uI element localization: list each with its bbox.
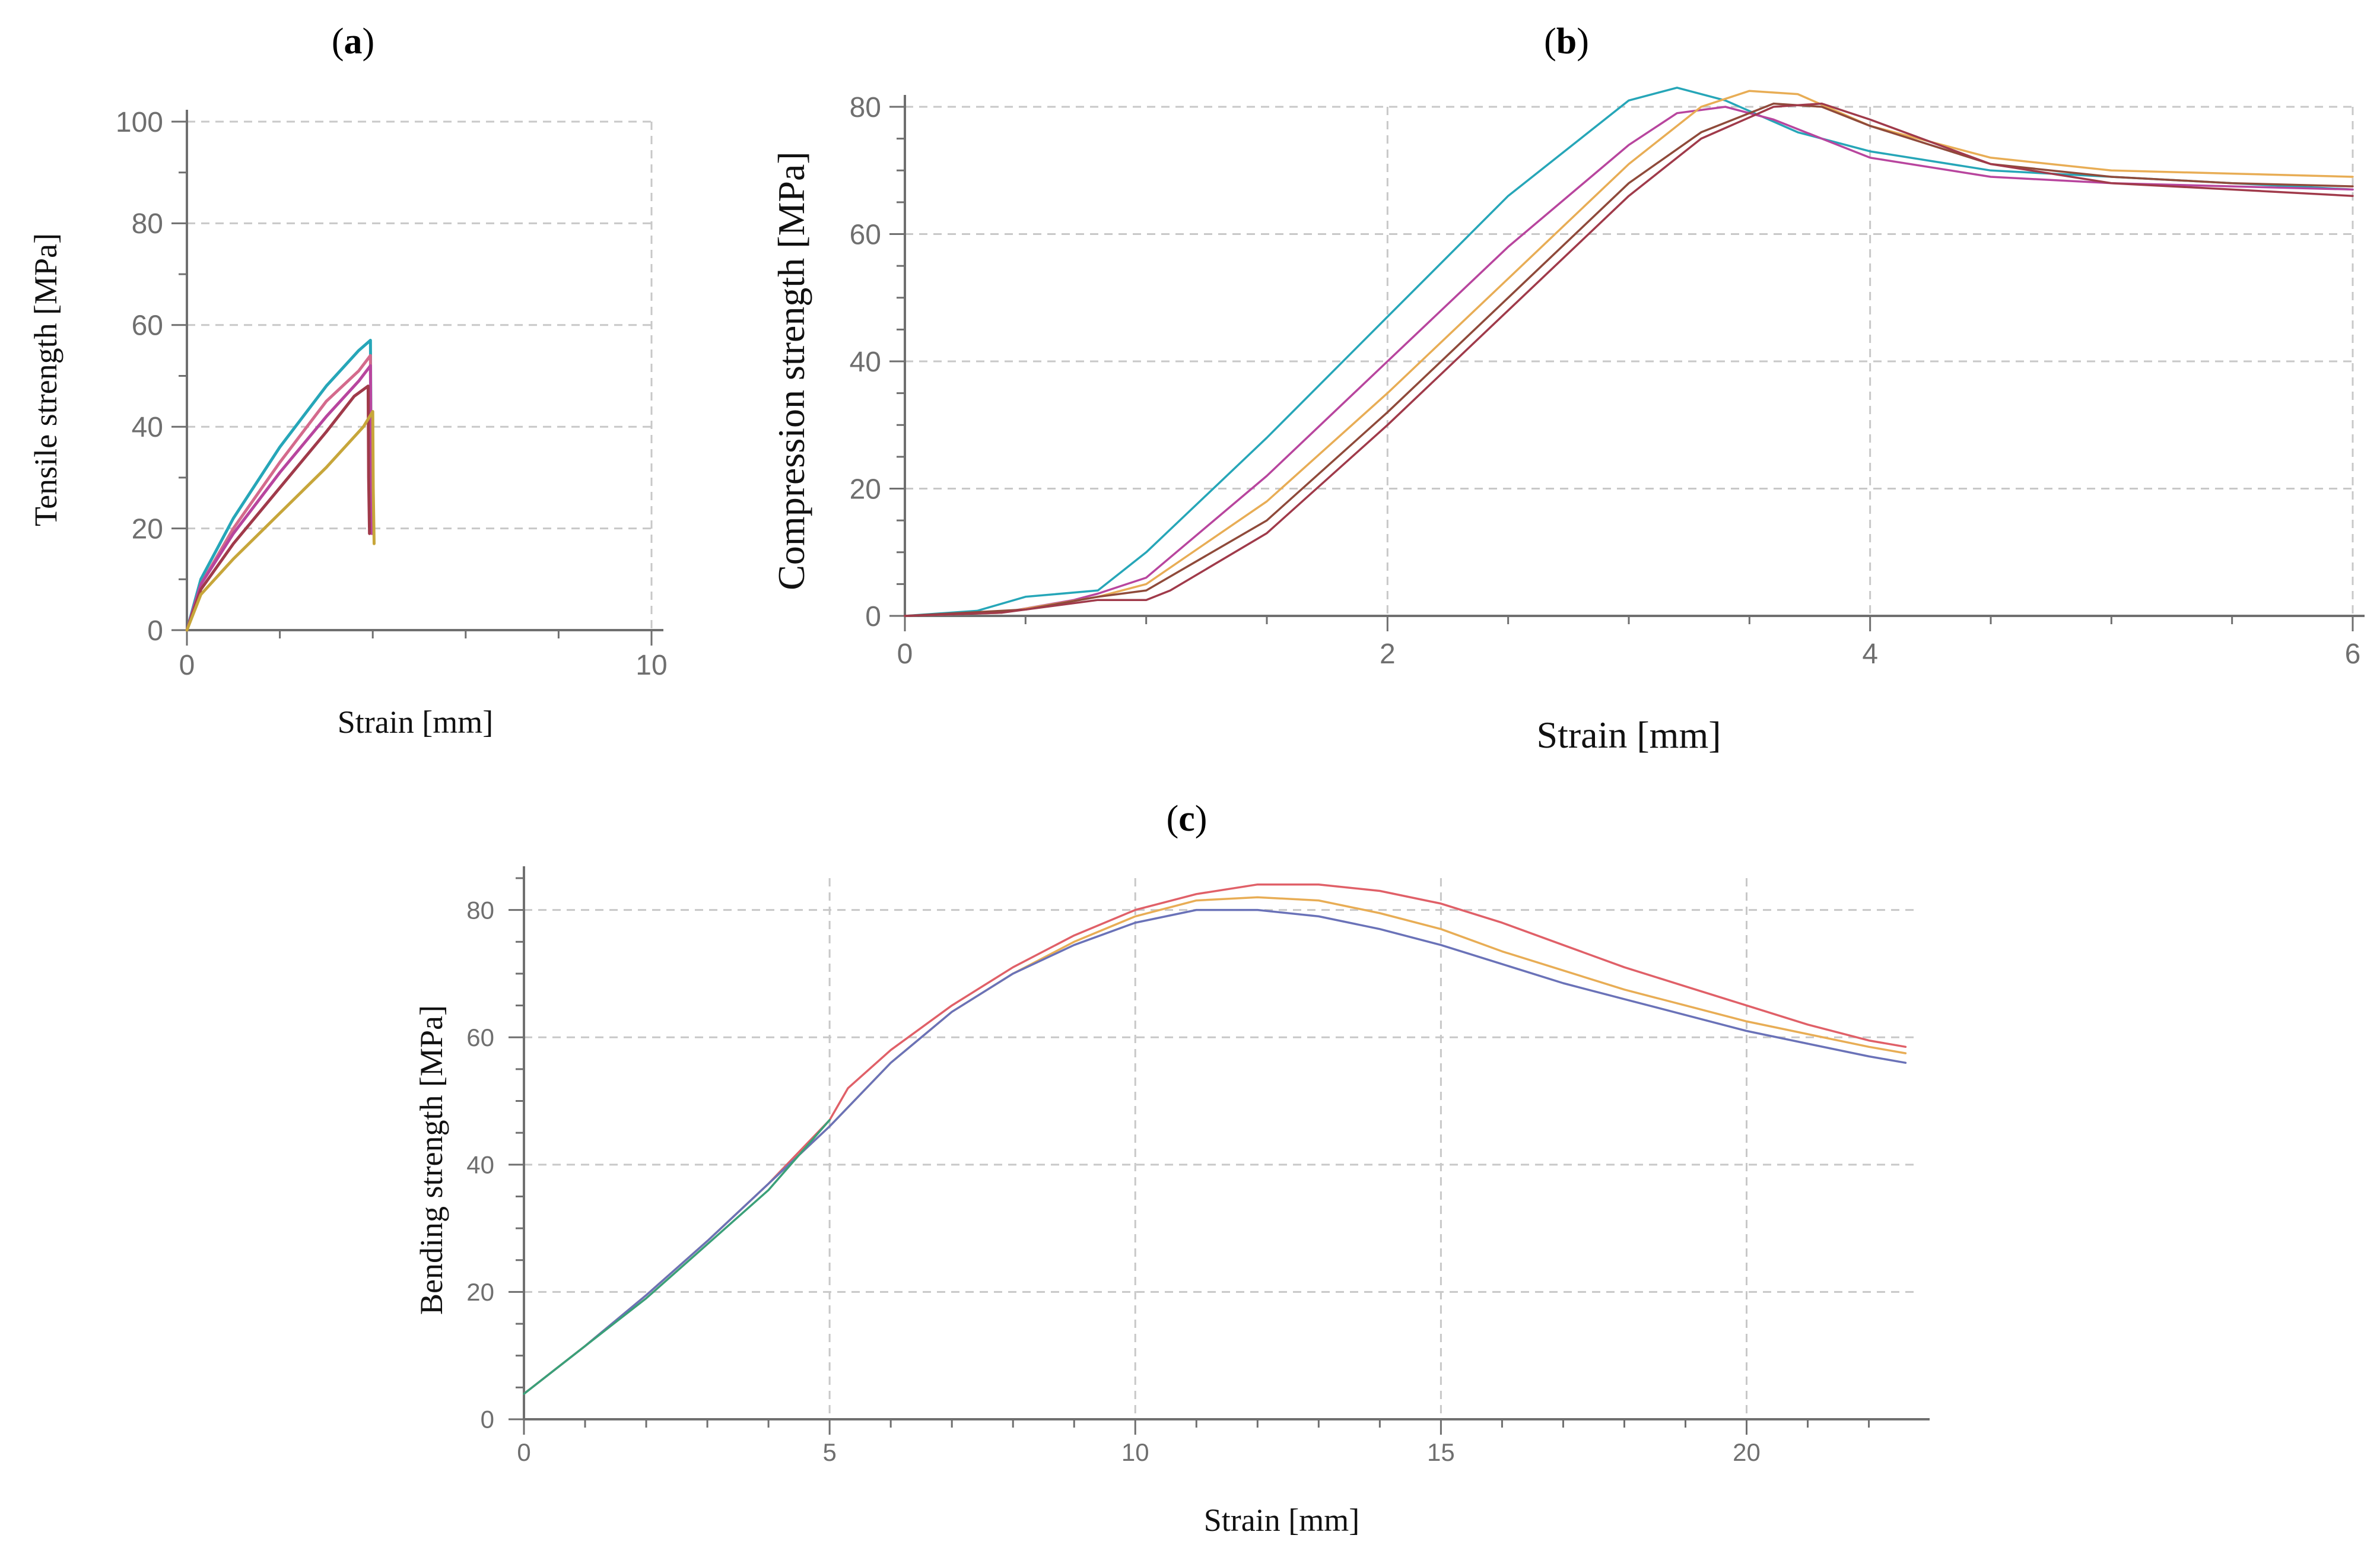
axes-a	[186, 110, 663, 631]
x-axis-label-b: Strain [mm]	[1536, 714, 1721, 756]
series-line-c-1	[523, 883, 1907, 1395]
xtick-labels-b: 0 2 4 6	[897, 638, 2361, 670]
y-tick-label-a: 100	[116, 107, 163, 138]
minor-ticks-b	[889, 106, 2354, 631]
x-tick-label-b: 2	[1380, 638, 1396, 670]
x-tick-label-b: 0	[897, 638, 913, 670]
y-tick-label-b: 20	[850, 473, 881, 505]
x-tick-label-c: 20	[1733, 1438, 1761, 1466]
series-line-a-3	[185, 364, 374, 632]
series-line-a-5	[185, 410, 376, 632]
x-tick-label-a: 10	[635, 650, 667, 681]
xtick-labels-c: 0 5 10 15 20	[517, 1438, 1761, 1466]
ytick-labels-b: 0 20 40 60 80	[850, 92, 881, 633]
chart-compression: 0 20 40 60 80 0 2 4 6 Strain [mm] Compression s…	[770, 87, 2365, 756]
grid-a	[187, 120, 653, 630]
series-line-b-5	[904, 102, 2354, 617]
axes-c	[523, 866, 1930, 1420]
y-tick-label-c: 0	[481, 1406, 494, 1434]
series-line-b-4	[904, 102, 2354, 617]
y-tick-label-c: 80	[466, 896, 494, 924]
series-line-c-4	[523, 1118, 831, 1395]
series-line-c-2	[523, 896, 1907, 1395]
series-b	[904, 87, 2354, 617]
axes-b	[904, 95, 2365, 617]
y-tick-label-c: 60	[466, 1024, 494, 1051]
grid-c	[524, 878, 1918, 1419]
x-tick-label-c: 5	[822, 1438, 836, 1466]
y-tick-label-c: 40	[466, 1151, 494, 1179]
y-tick-label-a: 60	[132, 310, 163, 342]
chart-tensile: 0 20 40 60 80 100 0 10 Strain [mm] Tensile str…	[28, 107, 668, 740]
y-tick-label-b: 80	[850, 92, 881, 123]
y-axis-label-b: Compression strength [MPa]	[770, 151, 812, 590]
series-c	[523, 883, 1907, 1395]
series-a	[185, 339, 376, 632]
y-axis-label-a: Tensile strength [MPa]	[28, 233, 63, 526]
series-line-b-2	[904, 106, 2354, 617]
y-axis-label-c: Bending strength [MPa]	[414, 1005, 449, 1315]
x-axis-label-a: Strain [mm]	[338, 704, 493, 740]
y-tick-label-b: 60	[850, 219, 881, 250]
y-tick-label-a: 40	[132, 412, 163, 443]
minor-ticks-c	[509, 877, 1870, 1435]
y-tick-label-a: 20	[132, 513, 163, 545]
xtick-labels-a: 0 10	[179, 650, 668, 681]
x-tick-label-c: 10	[1121, 1438, 1149, 1466]
y-tick-label-a: 80	[132, 208, 163, 240]
x-tick-label-a: 0	[179, 650, 195, 681]
panel-label-a: (a)	[332, 21, 374, 62]
panel-label-c: (c)	[1167, 799, 1208, 839]
x-axis-label-c: Strain [mm]	[1204, 1502, 1359, 1538]
series-line-a-4	[185, 384, 371, 632]
minor-ticks-a	[171, 120, 653, 646]
panel-label-b: (b)	[1544, 21, 1589, 62]
series-line-b-1	[904, 87, 2354, 617]
chart-bending: 0 20 40 60 80 0 5 10 15 20 Strain [mm] Bending s…	[414, 866, 1930, 1538]
x-tick-label-b: 4	[1862, 638, 1878, 670]
y-tick-label-c: 20	[466, 1278, 494, 1306]
x-tick-label-b: 6	[2345, 638, 2361, 670]
y-tick-label-b: 0	[865, 601, 881, 633]
series-line-c-3	[523, 908, 1907, 1395]
y-tick-label-b: 40	[850, 347, 881, 378]
x-tick-label-c: 15	[1427, 1438, 1455, 1466]
series-line-b-3	[904, 90, 2354, 617]
y-tick-label-a: 0	[147, 615, 163, 647]
ytick-labels-c: 0 20 40 60 80	[466, 896, 494, 1433]
x-tick-label-c: 0	[517, 1438, 530, 1466]
ytick-labels-a: 0 20 40 60 80 100	[116, 107, 163, 647]
